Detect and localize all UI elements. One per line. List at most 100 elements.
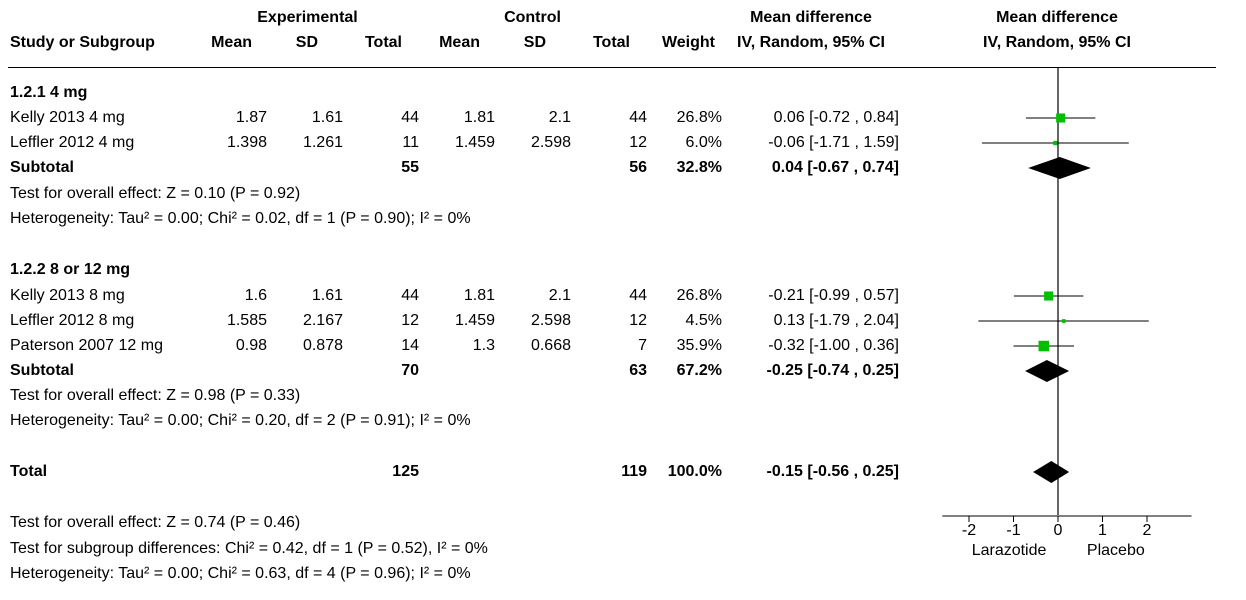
study-name: Leffler 2012 8 mg xyxy=(10,312,135,329)
study-name: Paterson 2007 12 mg xyxy=(10,337,163,354)
subtotal-ci: 0.04 [-0.67 , 0.74] xyxy=(771,159,899,176)
pooled-diamond xyxy=(1028,157,1091,179)
exp-sd: 1.61 xyxy=(311,109,343,126)
x-axis-left-label: Larazotide xyxy=(972,542,1047,559)
subgroup-title: 1.2.1 4 mg xyxy=(10,84,88,101)
study-name: Kelly 2013 8 mg xyxy=(10,287,125,304)
subtotal-weight: 32.8% xyxy=(676,159,722,176)
mean-difference-ci: -0.32 [-1.00 , 0.36] xyxy=(768,337,899,354)
ctl-sd: 2.598 xyxy=(530,134,571,151)
exp-mean: 0.98 xyxy=(235,337,267,354)
total-label: Total xyxy=(10,463,48,480)
exp-sd: 1.61 xyxy=(311,287,343,304)
x-axis-right-label: Placebo xyxy=(1087,542,1145,559)
total-heterogeneity-text: Heterogeneity: Tau² = 0.00; Chi² = 0.63,… xyxy=(10,565,471,582)
ctl-total: 44 xyxy=(629,287,647,304)
total-weight: 100.0% xyxy=(667,463,722,480)
heterogeneity-text: Heterogeneity: Tau² = 0.00; Chi² = 0.20,… xyxy=(10,412,471,429)
subgroup-differences-text: Test for subgroup differences: Chi² = 0.… xyxy=(10,540,488,557)
weight: 6.0% xyxy=(685,134,722,151)
subtotal-ci: -0.25 [-0.74 , 0.25] xyxy=(766,362,899,379)
ctl-sd: 0.668 xyxy=(530,337,571,354)
header-ctl-sd: SD xyxy=(523,34,546,51)
subtotal-label: Subtotal xyxy=(10,159,74,176)
mean-difference-ci: -0.21 [-0.99 , 0.57] xyxy=(768,287,899,304)
total-overall-effect-text: Test for overall effect: Z = 0.74 (P = 0… xyxy=(10,514,301,531)
study-marker xyxy=(1044,291,1054,301)
header-rule xyxy=(8,67,1216,68)
header-ctl-total: Total xyxy=(592,34,630,51)
exp-mean: 1.585 xyxy=(226,312,267,329)
x-axis-tick-label: 2 xyxy=(1143,522,1152,539)
overall-effect-text: Test for overall effect: Z = 0.10 (P = 0… xyxy=(10,185,301,202)
subtotal-exp-total: 55 xyxy=(401,159,419,176)
subtotal-exp-total: 70 xyxy=(401,362,419,379)
header-ci: IV, Random, 95% CI xyxy=(737,34,885,51)
study-marker xyxy=(1053,140,1058,146)
ctl-total: 44 xyxy=(629,109,647,126)
ctl-mean: 1.81 xyxy=(463,109,495,126)
header-weight: Weight xyxy=(661,34,715,51)
mean-difference-ci: 0.06 [-0.72 , 0.84] xyxy=(773,109,899,126)
exp-mean: 1.87 xyxy=(235,109,267,126)
subtotal-label: Subtotal xyxy=(10,362,74,379)
subgroup-title: 1.2.2 8 or 12 mg xyxy=(10,261,131,278)
study-marker xyxy=(1056,113,1066,123)
total-ci: -0.15 [-0.56 , 0.25] xyxy=(766,463,899,480)
subtotal-ctl-total: 56 xyxy=(629,159,647,176)
header-exp-sd: SD xyxy=(295,34,318,51)
exp-mean: 1.398 xyxy=(226,134,267,151)
ctl-mean: 1.81 xyxy=(463,287,495,304)
weight: 35.9% xyxy=(676,337,722,354)
exp-total: 12 xyxy=(401,312,419,329)
subtotal-ctl-total: 63 xyxy=(629,362,647,379)
heterogeneity-text: Heterogeneity: Tau² = 0.00; Chi² = 0.02,… xyxy=(10,210,471,227)
exp-total: 44 xyxy=(401,109,419,126)
x-axis-tick-label: -2 xyxy=(962,522,976,539)
ctl-sd: 2.1 xyxy=(548,109,571,126)
study-name: Kelly 2013 4 mg xyxy=(10,109,125,126)
mean-difference-ci: -0.06 [-1.71 , 1.59] xyxy=(768,134,899,151)
header-control: Control xyxy=(504,9,561,26)
ctl-mean: 1.3 xyxy=(472,337,495,354)
header-exp-total: Total xyxy=(364,34,402,51)
study-name: Leffler 2012 4 mg xyxy=(10,134,135,151)
header-ci-plot: IV, Random, 95% CI xyxy=(983,34,1131,51)
exp-total: 44 xyxy=(401,287,419,304)
header-study: Study or Subgroup xyxy=(10,34,155,51)
exp-total: 14 xyxy=(401,337,419,354)
study-marker xyxy=(1038,340,1050,352)
exp-sd: 2.167 xyxy=(302,312,343,329)
ctl-sd: 2.1 xyxy=(548,287,571,304)
pooled-diamond xyxy=(1033,461,1070,483)
header-experimental: Experimental xyxy=(257,9,358,26)
exp-sd: 0.878 xyxy=(302,337,343,354)
ctl-sd: 2.598 xyxy=(530,312,571,329)
ctl-mean: 1.459 xyxy=(454,312,495,329)
weight: 26.8% xyxy=(676,287,722,304)
overall-effect-text: Test for overall effect: Z = 0.98 (P = 0… xyxy=(10,387,301,404)
header-mean-difference-plot: Mean difference xyxy=(996,9,1118,26)
weight: 4.5% xyxy=(685,312,722,329)
ctl-total: 12 xyxy=(629,134,647,151)
x-axis-tick-label: 0 xyxy=(1054,522,1063,539)
exp-mean: 1.6 xyxy=(244,287,267,304)
header-ctl-mean: Mean xyxy=(439,34,480,51)
study-marker xyxy=(1061,319,1066,323)
mean-difference-ci: 0.13 [-1.79 , 2.04] xyxy=(773,312,899,329)
subtotal-weight: 67.2% xyxy=(676,362,722,379)
x-axis-tick-label: -1 xyxy=(1006,522,1020,539)
weight: 26.8% xyxy=(676,109,722,126)
exp-sd: 1.261 xyxy=(302,134,343,151)
total-ctl-total: 119 xyxy=(621,463,647,480)
ctl-total: 7 xyxy=(638,337,647,354)
x-axis-tick-label: 1 xyxy=(1098,522,1107,539)
total-exp-total: 125 xyxy=(392,463,419,480)
exp-total: 11 xyxy=(402,134,419,151)
ctl-total: 12 xyxy=(629,312,647,329)
pooled-diamond xyxy=(1025,360,1070,382)
ctl-mean: 1.459 xyxy=(454,134,495,151)
header-exp-mean: Mean xyxy=(211,34,252,51)
header-mean-difference: Mean difference xyxy=(750,9,872,26)
